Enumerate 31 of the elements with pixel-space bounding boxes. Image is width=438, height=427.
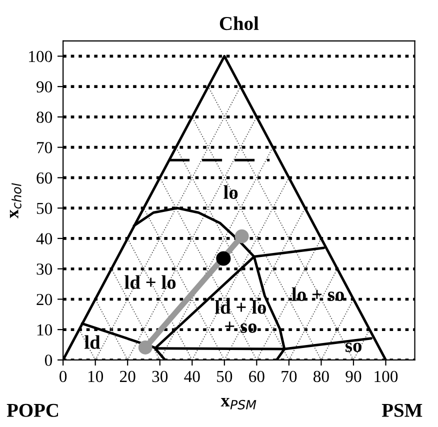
y-tick-label: 90 [36,81,52,93]
annotation: so [346,342,362,352]
x-tick-label: 50 [217,370,232,382]
annotation: ld + lo [124,275,176,289]
x-tick-label: 20 [120,370,136,382]
annotation: ld [84,335,100,349]
y-tick-label: 100 [29,50,52,62]
x-tick-label: 10 [88,370,104,382]
annotation: lo [224,185,238,199]
y-tick-label: 40 [36,233,52,244]
y-tick-label: 70 [37,142,52,154]
x-tick-label: 100 [374,370,398,382]
y-tick-label: 80 [36,112,52,123]
y-tick-label: 10 [37,324,52,336]
x-tick-label: 70 [282,370,297,382]
y-tick-label: 30 [36,264,52,275]
x-tick-label: 90 [346,370,362,382]
y-tick-label: 20 [36,294,52,306]
x-axis-title: x$_{PSM}$ [220,398,256,410]
y-tick-label: 60 [36,172,52,184]
chart-title: Chol [220,16,259,30]
y-tick-label: 50 [36,202,52,214]
x-tick-label: 40 [184,370,200,382]
x-tick-label: 60 [249,370,264,382]
x-tick-label: 0 [60,370,67,382]
x-tick-label: 80 [314,370,329,382]
y-axis-title: x$_{chol}$ [10,183,22,218]
text: POPC [6,404,58,417]
text: PSM [382,404,422,417]
y-tick-label: 0 [44,354,52,366]
x-tick-label: 30 [152,370,168,382]
